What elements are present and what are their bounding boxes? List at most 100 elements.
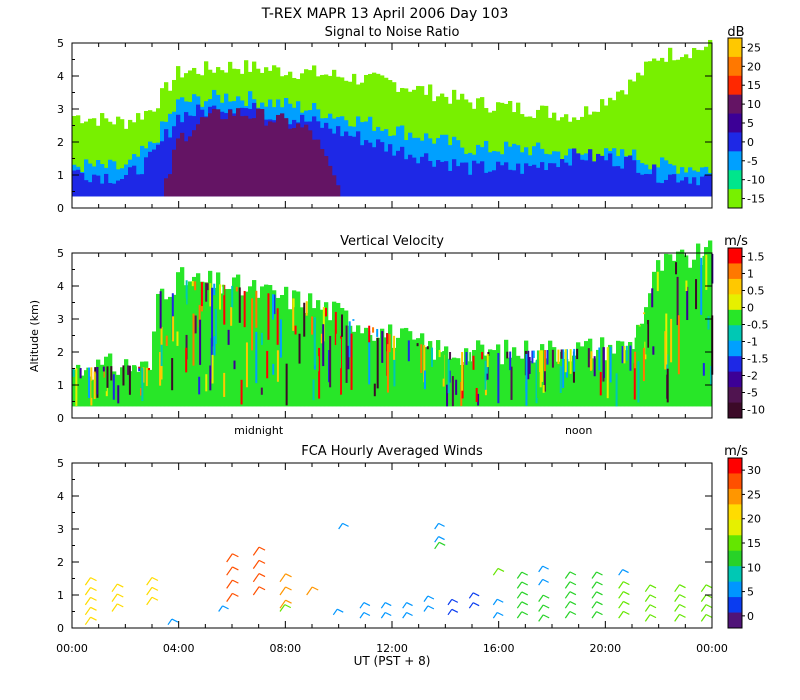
echo-column (660, 183, 665, 197)
echo-column (704, 174, 709, 197)
echo-column (360, 333, 365, 407)
wind-barb (618, 581, 624, 589)
echo-column (620, 168, 625, 197)
colorbar-segment (728, 473, 742, 490)
wind-barb-flag (649, 614, 657, 619)
velocity-ylabel: Altitude (km) (28, 300, 41, 372)
echo-column (72, 170, 77, 197)
echo-column (708, 240, 713, 407)
wind-barb-flag (384, 611, 392, 617)
echo-column (416, 338, 421, 407)
velocity-streak (318, 347, 321, 399)
velocity-streak (525, 353, 528, 406)
velocity-streak (110, 366, 113, 381)
wind-barb (644, 604, 651, 612)
colorbar-label: 25 (747, 41, 761, 54)
y-tick-label: 5 (57, 37, 64, 50)
wind-barb-flag (623, 581, 630, 586)
echo-column (600, 99, 605, 197)
echo-column (260, 286, 265, 407)
echo-column (556, 167, 561, 197)
echo-column (464, 348, 469, 407)
echo-column (116, 116, 121, 197)
velocity-streak (134, 366, 137, 392)
winds-plot (84, 522, 713, 626)
echo-column (688, 267, 693, 407)
wind-barb (447, 599, 453, 606)
echo-column (256, 108, 261, 197)
echo-column (408, 154, 413, 197)
echo-column (616, 91, 621, 197)
velocity-streak (322, 324, 325, 367)
echo-column (644, 173, 649, 197)
echo-column (204, 282, 209, 407)
echo-column (692, 177, 697, 197)
velocity-streak (112, 374, 115, 400)
wind-barb (618, 601, 624, 609)
colorbar-label: -5 (747, 155, 758, 168)
velocity-streak (260, 332, 263, 345)
echo-column (496, 161, 501, 197)
echo-column (528, 166, 533, 197)
velocity-streak (643, 312, 646, 315)
velocity-plot (72, 240, 714, 407)
wind-barb (434, 523, 440, 530)
echo-column (680, 57, 685, 197)
wind-barb (538, 594, 544, 602)
echo-column (352, 136, 357, 197)
velocity-streak (233, 360, 236, 370)
velocity-streak (200, 282, 203, 307)
wind-barb-flag (90, 586, 97, 592)
colorbar-segment (728, 132, 742, 152)
echo-column (124, 359, 129, 407)
velocity-streak (128, 365, 131, 395)
echo-column (324, 156, 329, 197)
wind-barb-flag (679, 603, 686, 609)
wind-barb (564, 611, 571, 619)
velocity-streak (205, 282, 208, 302)
velocity-streak (347, 345, 350, 370)
velocity-streak (700, 257, 703, 315)
colorbar-segment (728, 581, 742, 598)
wind-barb-flag (496, 611, 504, 617)
echo-column (436, 340, 441, 407)
echo-column (560, 117, 565, 197)
velocity-streak (311, 316, 314, 335)
echo-column (268, 285, 273, 407)
wind-barb (423, 605, 429, 612)
colorbar-label: 20 (747, 513, 761, 526)
velocity-streak (213, 283, 216, 296)
velocity-streak (393, 351, 396, 387)
echo-column (484, 172, 489, 197)
colorbar-label: 5 (747, 117, 754, 130)
wind-barb-flag (90, 596, 97, 601)
echo-column (404, 159, 409, 197)
colorbar-segment (728, 519, 742, 536)
velocity-streak (176, 331, 179, 346)
wind-barb (84, 606, 92, 616)
velocity-colorbar: 1.5 1 0.5 0 -0.5 -1 -1.5 -2 -5 -10 (727, 247, 768, 419)
velocity-streak (303, 302, 306, 337)
echo-column (196, 273, 201, 407)
echo-column (164, 299, 169, 407)
echo-column (672, 174, 677, 197)
echo-column (648, 61, 653, 197)
velocity-streak (702, 363, 705, 376)
y-tick-label: 5 (57, 247, 64, 260)
echo-column (128, 167, 133, 197)
wind-barb (468, 592, 474, 599)
velocity-streak (376, 337, 379, 389)
velocity-streak (695, 279, 698, 310)
echo-column (640, 75, 645, 197)
velocity-streak (484, 360, 487, 390)
velocity-streak (147, 380, 150, 387)
echo-column (256, 297, 261, 407)
velocity-streak (336, 333, 339, 382)
colorbar-segment (728, 75, 742, 96)
echo-column (192, 130, 197, 197)
echo-column (564, 114, 569, 197)
echo-column (672, 60, 677, 197)
echo-column (616, 340, 621, 407)
x-tick-label: 12:00 (376, 642, 408, 655)
echo-column (452, 159, 457, 197)
